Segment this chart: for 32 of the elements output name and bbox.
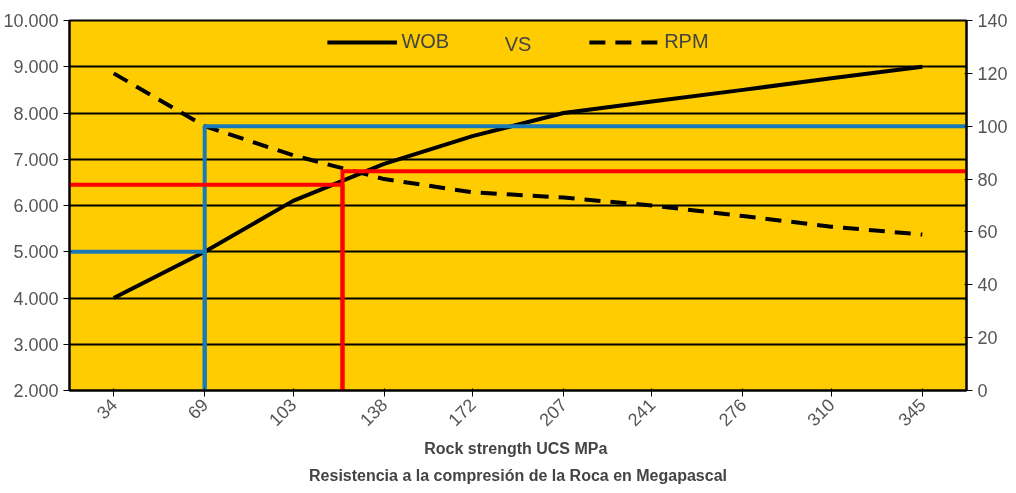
x-tick-label: 138 [356,394,392,431]
x-tick-label: 207 [535,394,571,431]
y-tick-label: 2.000 [13,381,59,401]
y-tick-label: 10.000 [3,11,59,31]
y-tick-label: 3.000 [13,334,59,355]
legend-label: WOB [401,30,450,53]
text: Resistencia a la compresión de la Roca en Megapascal [309,466,727,484]
x-tick-label: 34 [92,394,122,424]
y-tick-label: 7.000 [13,149,59,170]
x-tick-label: 310 [803,394,839,431]
y2-tick-label: 40 [977,275,998,296]
x-tick-label: 345 [894,394,930,431]
annotation: VS [504,32,532,55]
legend-label: RPM [664,30,709,53]
y2-tick-label: 20 [977,328,998,349]
y-tick-label: 8.000 [13,103,59,124]
x-tick-label: 103 [265,394,301,431]
y-tick-label: 9.000 [13,57,59,78]
y2-tick-label: 140 [977,11,1008,31]
y2-tick-label: 120 [977,63,1008,84]
x-tick-label: 241 [623,394,660,431]
y2-tick-label: 80 [977,169,998,190]
y-tick-label: 5.000 [13,242,59,263]
x-tick-label: 69 [183,394,213,424]
x-tick-label: 276 [714,394,751,431]
y2-tick-label: 0 [977,381,988,401]
y2-tick-label: 100 [977,116,1008,137]
x-axis-title: Rock strength UCS MPa [424,439,608,457]
y-tick-label: 4.000 [13,288,59,309]
y2-tick-label: 60 [977,222,998,243]
y-tick-label: 6.000 [13,196,59,216]
x-tick-label: 172 [444,394,480,431]
